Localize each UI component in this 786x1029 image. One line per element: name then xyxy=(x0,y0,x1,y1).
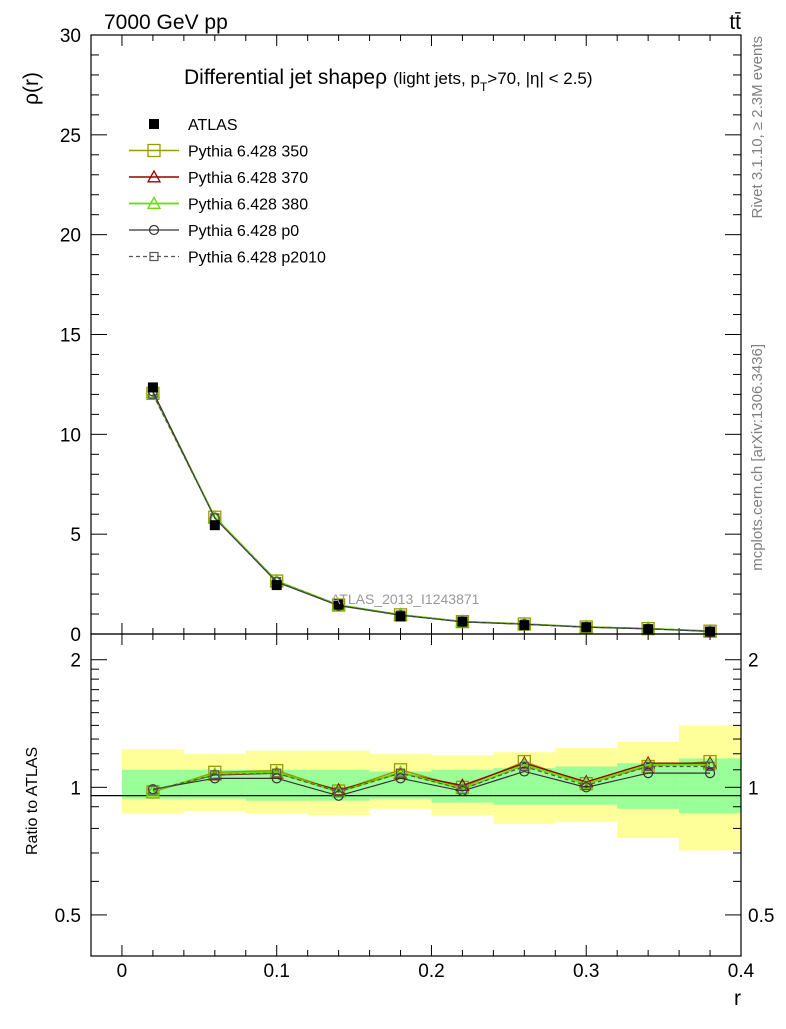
y-tick-label: 30 xyxy=(60,26,81,47)
x-tick-label: 0 xyxy=(117,961,128,982)
plot-title: Differential jet shapeρ (light jets, pT>7… xyxy=(184,66,593,94)
x-tick-label: 0.1 xyxy=(264,961,290,982)
y-tick-label: 0 xyxy=(70,625,81,646)
marker-data xyxy=(457,616,468,627)
ratio-band-inner xyxy=(493,768,556,805)
marker-data xyxy=(519,620,530,631)
ratio-marker-p2010 xyxy=(705,761,715,772)
ratio-marker-p380 xyxy=(517,757,532,771)
ratio-marker-p0 xyxy=(271,773,282,784)
ratio-y-tick-label: 2 xyxy=(70,651,81,672)
y-tick-label: 5 xyxy=(70,525,81,546)
bottom-panel-frame xyxy=(90,633,742,957)
top-series-layer xyxy=(145,382,718,638)
legend-marker-data xyxy=(149,119,159,129)
title-main: Differential jet shape xyxy=(184,66,375,89)
marker-data xyxy=(581,622,592,633)
marker-data xyxy=(705,626,716,637)
top-panel: 0 5 10 15 20 25 30 ρ(r) xyxy=(20,26,742,646)
legend-marker-p380 xyxy=(146,196,162,209)
ratio-marker-p2010 xyxy=(519,761,529,772)
title-sub-b: >70, |η| < 2.5) xyxy=(487,69,592,88)
ratio-marker-p350 xyxy=(393,763,408,777)
mcplots-label: mcplots.cern.ch [arXiv:1306.3436] xyxy=(749,344,766,571)
legend-marker-p0 xyxy=(148,224,160,236)
analysis-watermark: ATLAS_2013_I1243871 xyxy=(331,591,480,607)
top-y-label: ρ(r) xyxy=(20,72,43,105)
legend-marker-p370 xyxy=(146,169,162,183)
ratio-y-tick-label-right: 0.5 xyxy=(748,906,774,927)
ratio-y-tick-label: 1 xyxy=(70,778,81,799)
marker-data xyxy=(147,382,158,393)
x-tick-label: 0.2 xyxy=(418,961,444,982)
marker-data xyxy=(271,580,282,591)
ratio-marker-p380 xyxy=(702,757,718,771)
ratio-marker-p2010 xyxy=(210,770,220,780)
ratio-bands xyxy=(121,725,741,851)
header-left: 7000 GeV pp xyxy=(104,11,228,34)
ratio-marker-p2010 xyxy=(581,780,591,791)
top-axis-ticks: 0 5 10 15 20 25 30 xyxy=(60,26,742,646)
ratio-marker-p2010 xyxy=(148,785,158,795)
ratio-line-p380 xyxy=(152,763,711,793)
ratio-y-tick-label-right: 2 xyxy=(748,651,759,672)
bottom-axis-ticks: 0 0.1 0.2 0.3 0.4 0.5 0.5 1 1 2 2 xyxy=(55,634,774,982)
ratio-y-tick-label-right: 1 xyxy=(748,778,759,799)
x-tick-label: 0.3 xyxy=(573,961,599,982)
bottom-panel: 0 0.1 0.2 0.3 0.4 0.5 0.5 1 1 2 2 Ratio to ATLAS r xyxy=(24,633,774,1010)
title-sub-T: T xyxy=(480,80,488,94)
ratio-marker-p2010 xyxy=(272,768,282,778)
marker-data xyxy=(395,611,406,622)
legend: ATLAS Pythia 6.428 350 Pythia 6.428 370 Pyt… xyxy=(129,117,326,267)
ratio-marker-p0 xyxy=(704,768,716,779)
ratio-marker-p380 xyxy=(641,757,656,771)
ratio-line-p0 xyxy=(152,770,711,797)
y-tick-label: 25 xyxy=(60,126,81,147)
y-tick-label: 20 xyxy=(60,226,81,247)
ratio-marker-p2010 xyxy=(643,761,653,772)
legend-marker-p2010 xyxy=(149,251,159,262)
ratio-marker-p2010 xyxy=(334,787,344,797)
ratio-marker-p0 xyxy=(643,768,654,779)
ratio-y-tick-label: 0.5 xyxy=(55,906,81,927)
ratio-line-p2010 xyxy=(152,765,711,793)
title-rho: ρ xyxy=(375,66,387,89)
legend-marker-p350 xyxy=(147,143,161,158)
ratio-marker-p380 xyxy=(145,783,161,797)
legend-label: ATLAS xyxy=(188,117,238,134)
legend-label: Pythia 6.428 370 xyxy=(188,170,308,187)
x-tick-label: 0.4 xyxy=(728,961,755,982)
title-sub-a: (light jets, p xyxy=(393,69,480,88)
x-axis-label: r xyxy=(734,987,741,1010)
ratio-marker-p2010 xyxy=(395,768,406,778)
bottom-y-label: Ratio to ATLAS xyxy=(24,747,41,855)
legend-label: Pythia 6.428 380 xyxy=(188,197,308,214)
marker-data xyxy=(643,624,654,635)
y-tick-label: 10 xyxy=(60,425,81,446)
ratio-marker-p0 xyxy=(395,773,406,784)
ratio-marker-p380 xyxy=(331,784,346,798)
header-right: tt̄ xyxy=(729,11,741,34)
series-line-p2010 xyxy=(152,394,711,632)
marker-data xyxy=(209,520,220,531)
ratio-marker-p380 xyxy=(579,776,594,790)
rivet-label: Rivet 3.1.10, ≥ 2.3M events xyxy=(749,36,766,219)
ratio-marker-p2010 xyxy=(457,784,468,794)
bottom-series-layer xyxy=(145,754,718,801)
ratio-marker-p370 xyxy=(331,782,346,796)
marker-data xyxy=(333,599,344,610)
legend-label: Pythia 6.428 p2010 xyxy=(188,250,326,267)
y-tick-label: 15 xyxy=(60,326,81,347)
legend-label: Pythia 6.428 350 xyxy=(188,144,308,161)
legend-label: Pythia 6.428 p0 xyxy=(188,223,299,240)
